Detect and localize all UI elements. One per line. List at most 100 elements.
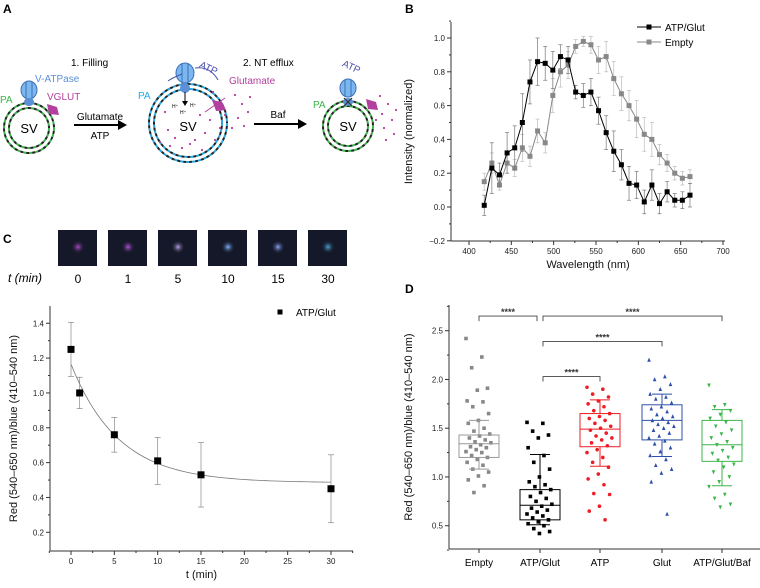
data-point — [154, 457, 162, 465]
data-point — [726, 455, 731, 460]
data-point — [529, 506, 534, 510]
data-point — [648, 453, 652, 458]
data-point — [658, 386, 663, 391]
data-point — [653, 462, 658, 468]
data-point — [478, 442, 483, 447]
data-point — [725, 440, 729, 445]
data-point — [618, 91, 624, 97]
data-point — [603, 418, 607, 423]
data-point — [534, 499, 538, 504]
data-point — [723, 492, 727, 497]
thumbnail-time-label: 15 — [271, 272, 285, 286]
data-point — [539, 504, 544, 508]
pa-label: PA — [0, 95, 13, 106]
legend-label: ATP/Glut — [296, 308, 336, 319]
data-point — [634, 116, 640, 122]
legend-label: Empty — [665, 38, 693, 49]
group-glut — [641, 357, 683, 516]
data-point — [469, 453, 474, 458]
y-tick-label: 0.8 — [33, 424, 45, 433]
data-point — [603, 518, 607, 522]
data-point — [550, 502, 554, 507]
data-point — [591, 408, 596, 413]
data-point — [530, 516, 535, 520]
glutamate-dot — [394, 108, 398, 112]
y-axis-label: Red (540–650 nm)/blue (410–540 nm) — [403, 333, 415, 520]
panel-label-d: D — [405, 282, 414, 296]
y-tick-label: 0.8 — [434, 68, 446, 77]
v-atpase-icon — [175, 62, 195, 106]
x-tick-label: 400 — [462, 247, 476, 256]
data-point — [670, 414, 675, 419]
data-point — [652, 377, 657, 382]
data-point — [542, 60, 548, 66]
vglut-icon — [47, 104, 59, 115]
data-point — [527, 153, 533, 159]
glutamate-dot — [211, 90, 215, 94]
group-atp-glut — [519, 420, 561, 536]
panel-label-c: C — [3, 232, 12, 246]
data-point — [485, 386, 490, 391]
data-point — [589, 441, 594, 445]
data-point — [496, 172, 502, 178]
x-axis-label: Wavelength (nm) — [546, 259, 629, 271]
data-point — [550, 67, 556, 73]
data-point — [483, 438, 488, 442]
thumbnail-time-label: 1 — [125, 272, 132, 286]
data-point — [603, 130, 609, 136]
data-point — [626, 180, 632, 186]
data-point — [465, 460, 469, 465]
data-point — [535, 59, 541, 65]
group-atp — [579, 385, 621, 522]
glutamate-dot — [173, 136, 177, 140]
data-point — [659, 404, 664, 409]
pa-label: PA — [138, 91, 151, 102]
glutamate-dot — [382, 126, 386, 130]
glutamate-dots — [158, 90, 398, 152]
thumbnail-time-label: 10 — [221, 272, 235, 286]
data-point — [657, 201, 662, 207]
data-point — [530, 429, 535, 433]
data-point — [597, 504, 602, 509]
data-point — [110, 431, 118, 439]
data-point — [724, 420, 728, 425]
data-point — [525, 512, 529, 516]
y-tick-label: 0.4 — [33, 493, 45, 502]
data-point — [596, 57, 602, 63]
data-point — [711, 470, 716, 475]
glutamate-dot — [203, 131, 207, 135]
sv-label: SV — [179, 119, 197, 134]
data-point — [668, 382, 673, 387]
vesicle-membrane-outer — [3, 102, 55, 154]
data-point — [536, 520, 541, 524]
data-point — [481, 202, 487, 208]
x-tick-label: 0 — [69, 557, 74, 566]
data-point — [723, 403, 727, 408]
data-point — [593, 421, 597, 426]
chart-d-boxplot: 0.5 1.0 1.5 2.0 2.5 Red (540–650 nm)/blue (41… — [403, 305, 760, 569]
data-point — [469, 365, 474, 370]
data-point — [537, 475, 542, 479]
x-tick-label: 450 — [505, 247, 519, 256]
data-point — [546, 433, 551, 437]
x-tick-label: 10 — [153, 557, 162, 566]
data-point — [665, 511, 669, 516]
y-tick-label: 1.0 — [33, 389, 45, 398]
data-point — [611, 76, 617, 82]
data-point — [525, 420, 529, 425]
data-point — [647, 357, 651, 362]
x-tick-label: ATP/Glut — [520, 558, 560, 569]
data-point — [728, 502, 733, 507]
data-point — [707, 484, 711, 489]
data-point — [718, 412, 723, 417]
data-point — [544, 496, 549, 501]
data-point — [601, 455, 605, 460]
data-point — [467, 436, 472, 440]
data-point — [545, 508, 550, 512]
thumbnail-time-label: 0 — [75, 272, 82, 286]
series-atp-glut — [481, 37, 693, 216]
data-point — [727, 475, 732, 480]
y-tick-label: 2.5 — [432, 327, 444, 336]
data-point — [718, 505, 723, 510]
data-point — [721, 465, 726, 470]
